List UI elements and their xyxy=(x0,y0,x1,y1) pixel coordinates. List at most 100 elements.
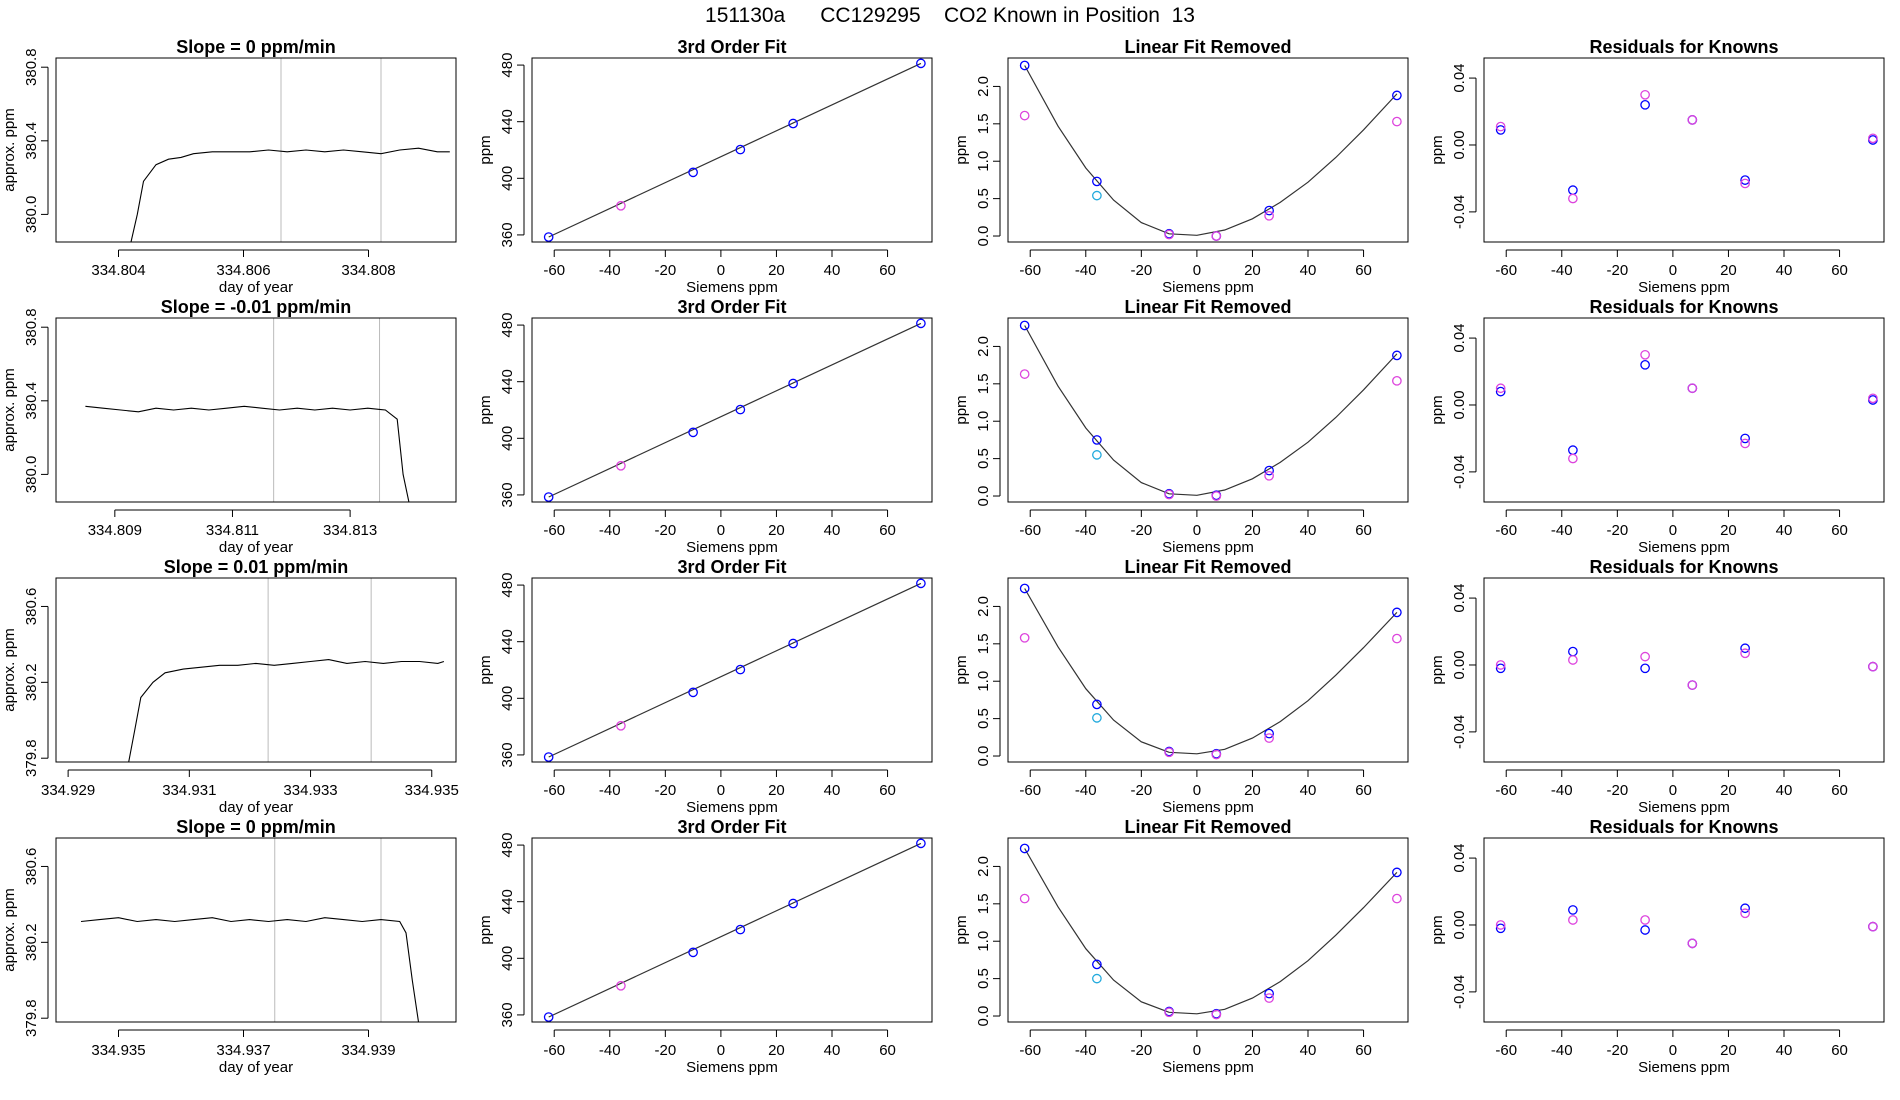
y-tick-label: 400 xyxy=(499,426,516,451)
x-tick-label: 0 xyxy=(1193,1042,1201,1059)
plot-frame xyxy=(55,837,457,1023)
data-point xyxy=(1392,893,1402,904)
x-tick-label: 334.809 xyxy=(88,522,142,539)
panel-title: Residuals for Knowns xyxy=(1589,297,1778,317)
x-tick-label: -60 xyxy=(1495,782,1517,799)
plot-frame xyxy=(1007,577,1409,763)
plot-frame xyxy=(531,577,933,763)
x-tick-label: 0 xyxy=(1669,262,1677,279)
data-point xyxy=(543,1012,554,1022)
data-point xyxy=(616,720,626,731)
data-point xyxy=(1740,908,1750,919)
x-tick-label: 0 xyxy=(1669,782,1677,799)
x-axis-label: Siemens ppm xyxy=(1638,1059,1730,1076)
panel-title: Residuals for Knowns xyxy=(1589,557,1778,577)
x-tick-label: 60 xyxy=(1355,522,1372,539)
y-tick-label: 0.04 xyxy=(1451,323,1468,352)
data-point xyxy=(1092,973,1102,984)
y-tick-label: 0.0 xyxy=(975,486,992,507)
panel-2-4: Residuals for Knowns -60 -40 -20 0 20 40 60 Siem… xyxy=(1429,297,1885,556)
data-point xyxy=(1264,470,1274,481)
data-point xyxy=(1092,699,1102,710)
data-point xyxy=(1687,383,1698,394)
y-tick-label: 360 xyxy=(499,222,516,247)
data-point xyxy=(1019,632,1030,643)
x-tick-label: -20 xyxy=(1606,1042,1628,1059)
x-tick-label: 334.933 xyxy=(283,782,337,799)
data-point xyxy=(1211,491,1222,501)
x-tick-label: 40 xyxy=(1776,782,1793,799)
x-tick-label: -20 xyxy=(1130,1042,1152,1059)
x-tick-label: 0 xyxy=(717,262,725,279)
plot-frame xyxy=(55,317,457,503)
data-point xyxy=(788,118,798,129)
data-point xyxy=(688,947,698,958)
data-point xyxy=(1092,959,1102,970)
y-tick-label: 379.8 xyxy=(23,739,40,777)
data-point xyxy=(1495,121,1506,132)
data-point xyxy=(1495,125,1506,135)
x-tick-label: 60 xyxy=(1355,262,1372,279)
x-axis-label: Siemens ppm xyxy=(686,539,778,556)
x-tick-label: -20 xyxy=(1130,522,1152,539)
x-tick-label: -60 xyxy=(1019,1042,1041,1059)
x-tick-label: -40 xyxy=(599,1042,621,1059)
y-tick-label: 360 xyxy=(499,482,516,507)
data-point xyxy=(1392,375,1402,386)
x-axis-label: day of year xyxy=(219,279,293,296)
x-tick-label: 60 xyxy=(1831,262,1848,279)
data-point xyxy=(1495,663,1506,674)
data-point xyxy=(688,167,698,178)
y-axis-label: ppm xyxy=(1429,135,1446,164)
x-tick-label: 40 xyxy=(1300,262,1317,279)
data-point xyxy=(543,752,554,762)
data-point xyxy=(1264,465,1274,476)
data-point xyxy=(1568,646,1578,657)
x-tick-label: 20 xyxy=(1244,262,1261,279)
x-tick-label: 60 xyxy=(1355,1042,1372,1059)
plot-frame xyxy=(55,57,457,243)
y-tick-label: 380.8 xyxy=(23,308,40,346)
y-tick-label: 0.5 xyxy=(975,708,992,729)
y-axis-label: approx. ppm xyxy=(1,628,18,711)
x-tick-label: 40 xyxy=(1776,1042,1793,1059)
x-tick-label: 20 xyxy=(1720,1042,1737,1059)
data-point xyxy=(1264,733,1274,743)
data-point xyxy=(1092,435,1102,445)
data-point xyxy=(1392,116,1402,127)
y-tick-label: 380.0 xyxy=(23,456,40,494)
plot-frame xyxy=(1483,317,1885,503)
y-axis-label: approx. ppm xyxy=(1,368,18,451)
x-axis-label: Siemens ppm xyxy=(1638,539,1730,556)
data-point xyxy=(1640,651,1650,662)
y-axis-label: ppm xyxy=(953,655,970,684)
x-tick-label: -60 xyxy=(543,522,565,539)
y-axis-label: ppm xyxy=(477,915,494,944)
y-axis-label: ppm xyxy=(1429,655,1446,684)
x-axis-label: day of year xyxy=(219,799,293,816)
x-tick-label: -60 xyxy=(1495,1042,1517,1059)
series-line xyxy=(130,147,450,242)
data-point xyxy=(1640,925,1650,935)
x-tick-label: 334.929 xyxy=(41,782,95,799)
data-point xyxy=(1568,193,1578,204)
data-point xyxy=(1092,176,1102,187)
panel-4-1: Slope = 0 ppm/min 334.935 334.937 334.939 da… xyxy=(1,817,457,1076)
x-tick-label: 20 xyxy=(768,782,785,799)
x-tick-label: 40 xyxy=(1776,262,1793,279)
y-tick-label: 440 xyxy=(499,629,516,654)
data-point xyxy=(1740,175,1750,185)
data-point xyxy=(1740,433,1750,444)
data-point xyxy=(1392,607,1402,618)
plot-frame xyxy=(55,577,457,763)
x-tick-label: 60 xyxy=(879,1042,896,1059)
x-tick-label: 0 xyxy=(1193,262,1201,279)
y-tick-label: 0.00 xyxy=(1451,910,1468,939)
x-axis-label: Siemens ppm xyxy=(1162,539,1254,556)
data-point xyxy=(1392,633,1402,644)
x-tick-label: 0 xyxy=(1193,782,1201,799)
y-axis-label: ppm xyxy=(477,135,494,164)
plot-frame xyxy=(1483,577,1885,763)
y-tick-label: 1.0 xyxy=(975,411,992,432)
x-tick-label: 0 xyxy=(1193,522,1201,539)
